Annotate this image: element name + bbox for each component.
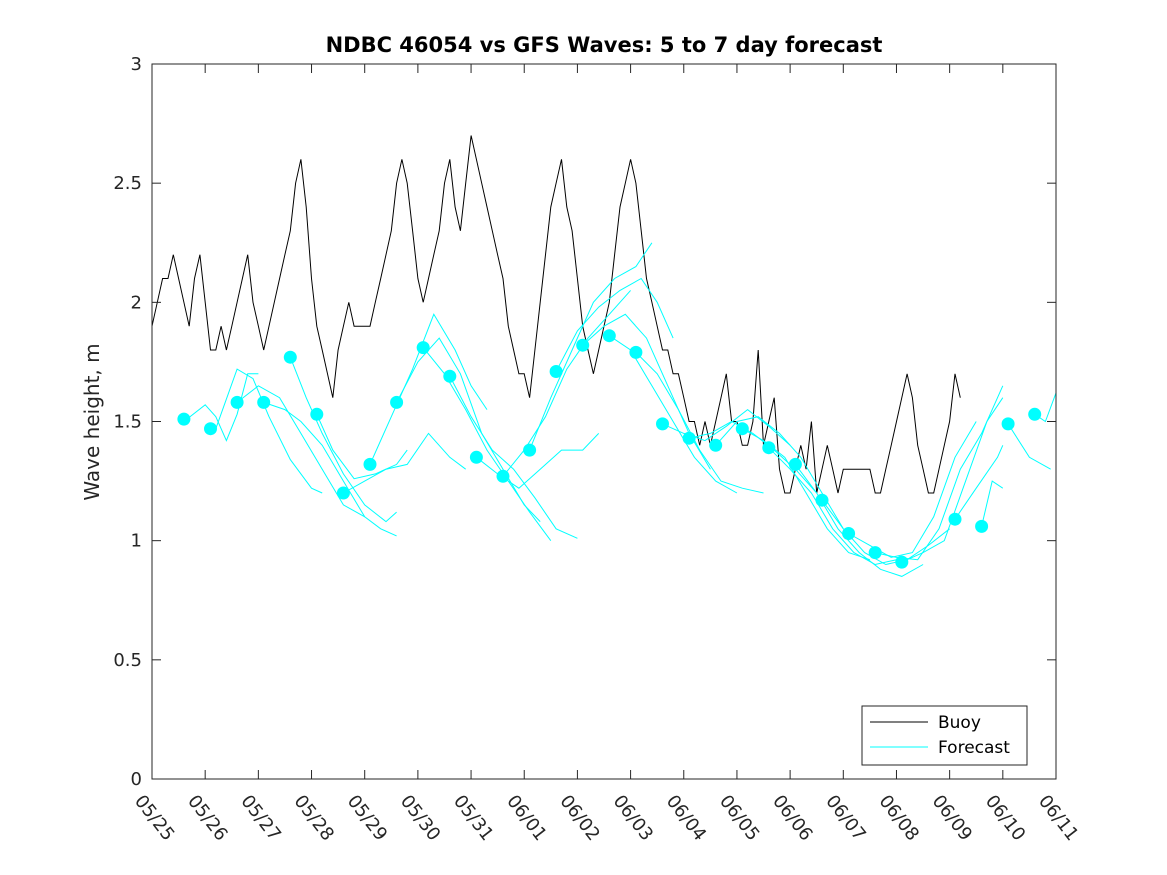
forecast-marker-8	[390, 395, 404, 409]
y-tick-label-6: 3	[131, 54, 142, 75]
legend-buoy-label: Buoy	[938, 713, 981, 733]
forecast-line-1	[215, 368, 323, 494]
forecast-marker-27	[895, 555, 909, 569]
forecast-line-20	[715, 416, 844, 530]
forecast-line-4	[289, 357, 397, 523]
forecast-line-5	[316, 414, 408, 480]
forecast-line-28	[954, 445, 1004, 520]
forecast-marker-5	[310, 407, 324, 421]
forecast-marker-31	[1028, 407, 1042, 421]
forecast-marker-9	[416, 341, 430, 355]
forecast-marker-1	[204, 422, 217, 436]
forecast-marker-19	[682, 431, 696, 445]
forecast-marker-29	[975, 519, 989, 533]
forecast-marker-13	[523, 443, 537, 457]
forecast-marker-26	[868, 546, 882, 560]
forecast-marker-20	[709, 438, 723, 452]
y-tick-label-3: 1.5	[113, 412, 142, 433]
forecast-marker-10	[443, 369, 457, 383]
forecast-marker-2	[230, 395, 244, 409]
forecast-line-27	[901, 397, 1004, 563]
forecast-line-10	[449, 375, 578, 539]
forecast-marker-30	[1001, 417, 1015, 431]
forecast-line-18	[662, 408, 791, 446]
forecast-marker-17	[629, 345, 643, 359]
forecast-marker-16	[602, 329, 616, 343]
forecast-line-30	[1007, 423, 1051, 470]
legend: Buoy Forecast	[861, 705, 1028, 766]
forecast-line-25	[848, 421, 977, 558]
legend-box	[861, 705, 1028, 766]
y-tick-label-1: 0.5	[113, 650, 142, 671]
forecast-marker-23	[788, 457, 802, 471]
forecast-marker-28	[948, 512, 962, 526]
forecast-line-3	[263, 401, 397, 537]
forecast-marker-14	[549, 365, 563, 378]
forecast-marker-11	[469, 450, 483, 464]
legend-forecast-label: Forecast	[938, 738, 1010, 758]
forecast-marker-0	[177, 412, 191, 426]
forecast-marker-6	[336, 486, 350, 500]
forecast-line-21	[742, 428, 871, 561]
forecast-line-0	[183, 373, 259, 442]
forecast-marker-12	[496, 469, 510, 483]
forecast-marker-15	[576, 338, 590, 352]
forecast-marker-7	[363, 457, 377, 471]
forecast-marker-24	[815, 493, 829, 507]
forecast-line-2	[236, 385, 365, 518]
forecast-line-22	[768, 447, 897, 566]
plot-series-group	[152, 135, 1056, 577]
forecast-marker-3	[257, 395, 271, 409]
forecast-line-29	[981, 480, 1004, 527]
forecast-line-26	[875, 385, 1004, 561]
forecast-line-17	[635, 352, 764, 494]
forecast-marker-4	[283, 350, 297, 364]
forecast-line-13	[529, 242, 653, 451]
buoy-series-line	[152, 135, 961, 494]
forecast-marker-22	[762, 441, 776, 455]
forecast-line-6	[343, 432, 466, 494]
forecast-line-24	[821, 499, 950, 566]
forecast-marker-21	[735, 422, 749, 436]
y-axis-label: Wave height, m	[80, 343, 104, 500]
plot-area	[152, 135, 1056, 577]
y-tick-label-0: 0	[131, 769, 142, 790]
forecast-line-7	[369, 313, 488, 465]
forecast-line-14	[555, 277, 674, 372]
y-tick-label-2: 1	[131, 531, 142, 552]
chart-title: NDBC 46054 vs GFS Waves: 5 to 7 day fore…	[326, 33, 883, 57]
y-tick-label-4: 2	[131, 292, 142, 313]
forecast-marker-18	[656, 417, 669, 431]
forecast-marker-25	[842, 527, 856, 540]
y-tick-label-5: 2.5	[113, 173, 142, 194]
forecast-line-23	[794, 464, 924, 577]
